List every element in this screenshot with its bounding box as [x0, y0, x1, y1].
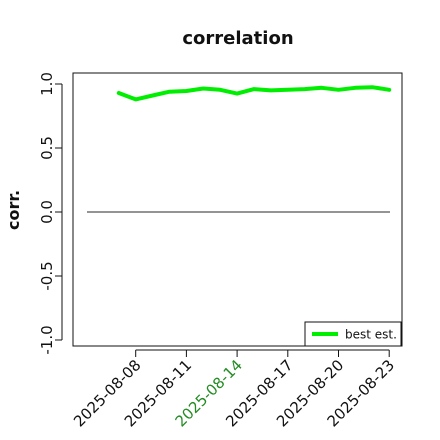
legend: best est.: [304, 321, 402, 347]
chart-title: correlation: [182, 28, 293, 49]
plot-area-frame: [72, 72, 403, 347]
series-line-best-est: [116, 85, 392, 102]
y-tick-label: 0.5: [38, 136, 56, 160]
y-axis-label: corr.: [4, 190, 23, 230]
y-tick-label: -0.5: [38, 261, 56, 290]
y-tick-label: 0.0: [38, 200, 56, 224]
series-layer: [116, 85, 392, 102]
x-axis: 2025-08-082025-08-112025-08-142025-08-17…: [70, 349, 398, 430]
y-tick-label: -1.0: [38, 325, 56, 354]
legend-label-best-est: best est.: [345, 328, 397, 342]
y-axis: -1.0 -0.5 0.0 0.5 1.0: [38, 72, 63, 355]
y-tick-label: 1.0: [38, 72, 56, 96]
